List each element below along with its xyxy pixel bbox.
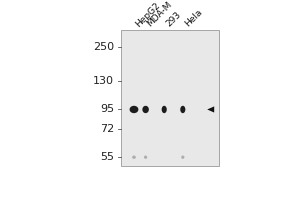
Ellipse shape [142, 106, 149, 113]
Text: MDA-M: MDA-M [146, 0, 174, 29]
Ellipse shape [181, 156, 184, 159]
Text: 130: 130 [93, 76, 114, 86]
Ellipse shape [132, 156, 136, 159]
Text: HepG2: HepG2 [134, 1, 162, 29]
Text: 250: 250 [93, 42, 114, 52]
Text: 293: 293 [164, 10, 183, 29]
Ellipse shape [144, 156, 147, 159]
Text: 72: 72 [100, 124, 114, 134]
Text: 55: 55 [100, 152, 114, 162]
Polygon shape [207, 106, 214, 113]
Ellipse shape [180, 106, 185, 113]
Bar [121, 30, 219, 166]
Text: 95: 95 [100, 104, 114, 114]
Ellipse shape [130, 106, 138, 113]
Text: Hela: Hela [183, 8, 204, 29]
Ellipse shape [162, 106, 167, 113]
